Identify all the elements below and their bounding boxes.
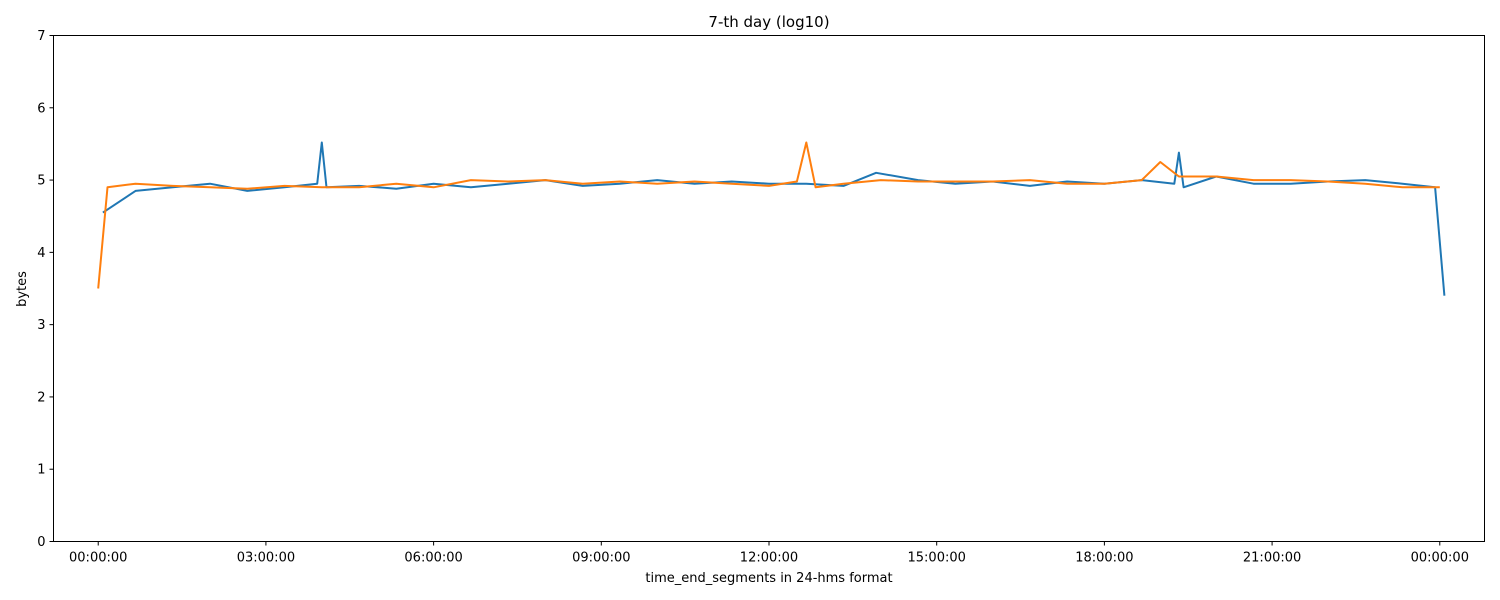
x-tick-label: 09:00:00: [572, 551, 630, 566]
x-tick-label: 15:00:00: [908, 551, 966, 566]
y-tick-label: 0: [37, 535, 45, 550]
x-tick-label: 21:00:00: [1243, 551, 1301, 566]
x-tick-label: 06:00:00: [404, 551, 462, 566]
x-axis-label: time_end_segments in 24-hms format: [645, 571, 892, 586]
chart-title: 7-th day (log10): [708, 13, 829, 31]
y-tick-label: 1: [37, 463, 45, 478]
series-line-1: [102, 141, 1446, 296]
x-tick-label: 03:00:00: [237, 551, 295, 566]
y-tick-label: 6: [37, 101, 45, 116]
y-tick-label: 7: [37, 29, 45, 44]
y-axis: 0 1 2 3 4 5 6 7: [37, 29, 54, 550]
y-tick-label: 5: [37, 174, 45, 189]
y-tick-label: 2: [37, 390, 45, 405]
x-tick-label: 12:00:00: [740, 551, 798, 566]
y-tick-label: 4: [37, 246, 45, 261]
plot-frame: [53, 35, 1485, 542]
x-tick-label: 00:00:00: [69, 551, 127, 566]
y-axis-label: bytes: [15, 271, 30, 307]
x-tick-label: 18:00:00: [1075, 551, 1133, 566]
y-tick-label: 3: [37, 318, 45, 333]
x-axis: 00:00:00 03:00:00 06:00:00 09:00:00 12:00:00…: [69, 541, 1469, 566]
x-tick-label: 00:00:00: [1411, 551, 1469, 566]
series-layer: [97, 141, 1446, 296]
series-line-2: [97, 141, 1440, 289]
